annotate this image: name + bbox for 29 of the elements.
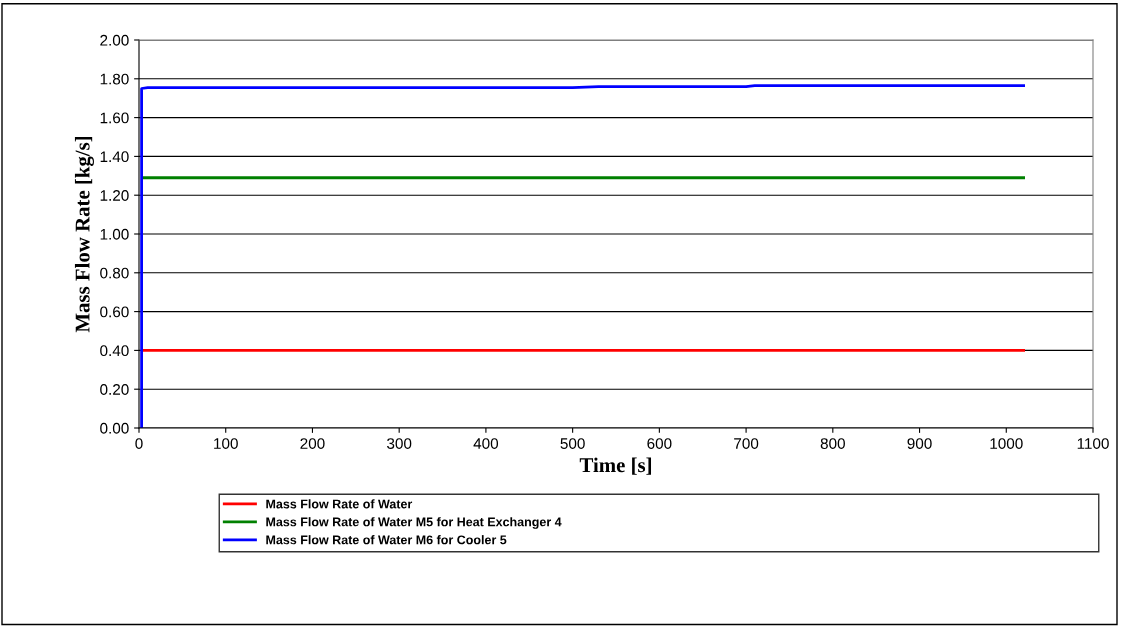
x-tick-label: 1000 [990,438,1023,449]
y-tick-label: 0.60 [100,306,129,318]
y-tick-label: 0.40 [100,345,129,357]
y-tick-label: 0.80 [100,267,129,279]
y-tick-label: 0.20 [100,384,129,395]
x-tick-label: 500 [560,438,585,449]
y-tick-label: 0.00 [100,422,129,434]
y-tick-label: 1.60 [100,112,129,124]
legend-label: Mass Flow Rate of Water M5 for Heat Exchanger 4 [266,517,562,529]
x-tick-label: 900 [907,438,932,449]
x-tick-label: 800 [820,438,845,449]
y-tick-label: 1.40 [100,151,129,163]
legend-label: Mass Flow Rate of Water M6 for Cooler 5 [266,535,507,545]
x-tick-label: 1100 [1077,438,1109,449]
x-tick-label: 700 [734,438,759,449]
x-tick-label: 400 [473,438,499,449]
x-tick-label: 300 [387,438,412,449]
y-axis-title: Mass Flow Rate [kg/s] [74,136,94,333]
x-tick-label: 100 [214,438,238,449]
legend-label: Mass Flow Rate of Water [266,499,413,509]
y-tick-label: 1.20 [100,190,129,201]
x-tick-label: 600 [647,438,672,449]
y-tick-label: 1.00 [100,228,129,240]
y-tick-label: 2.00 [100,34,129,46]
y-tick-label: 1.80 [100,73,129,85]
x-tick-label: 200 [300,438,325,449]
line-series [140,84,1026,428]
x-axis-title: Time [s] [579,457,652,475]
x-tick-label: 0 [135,438,143,449]
